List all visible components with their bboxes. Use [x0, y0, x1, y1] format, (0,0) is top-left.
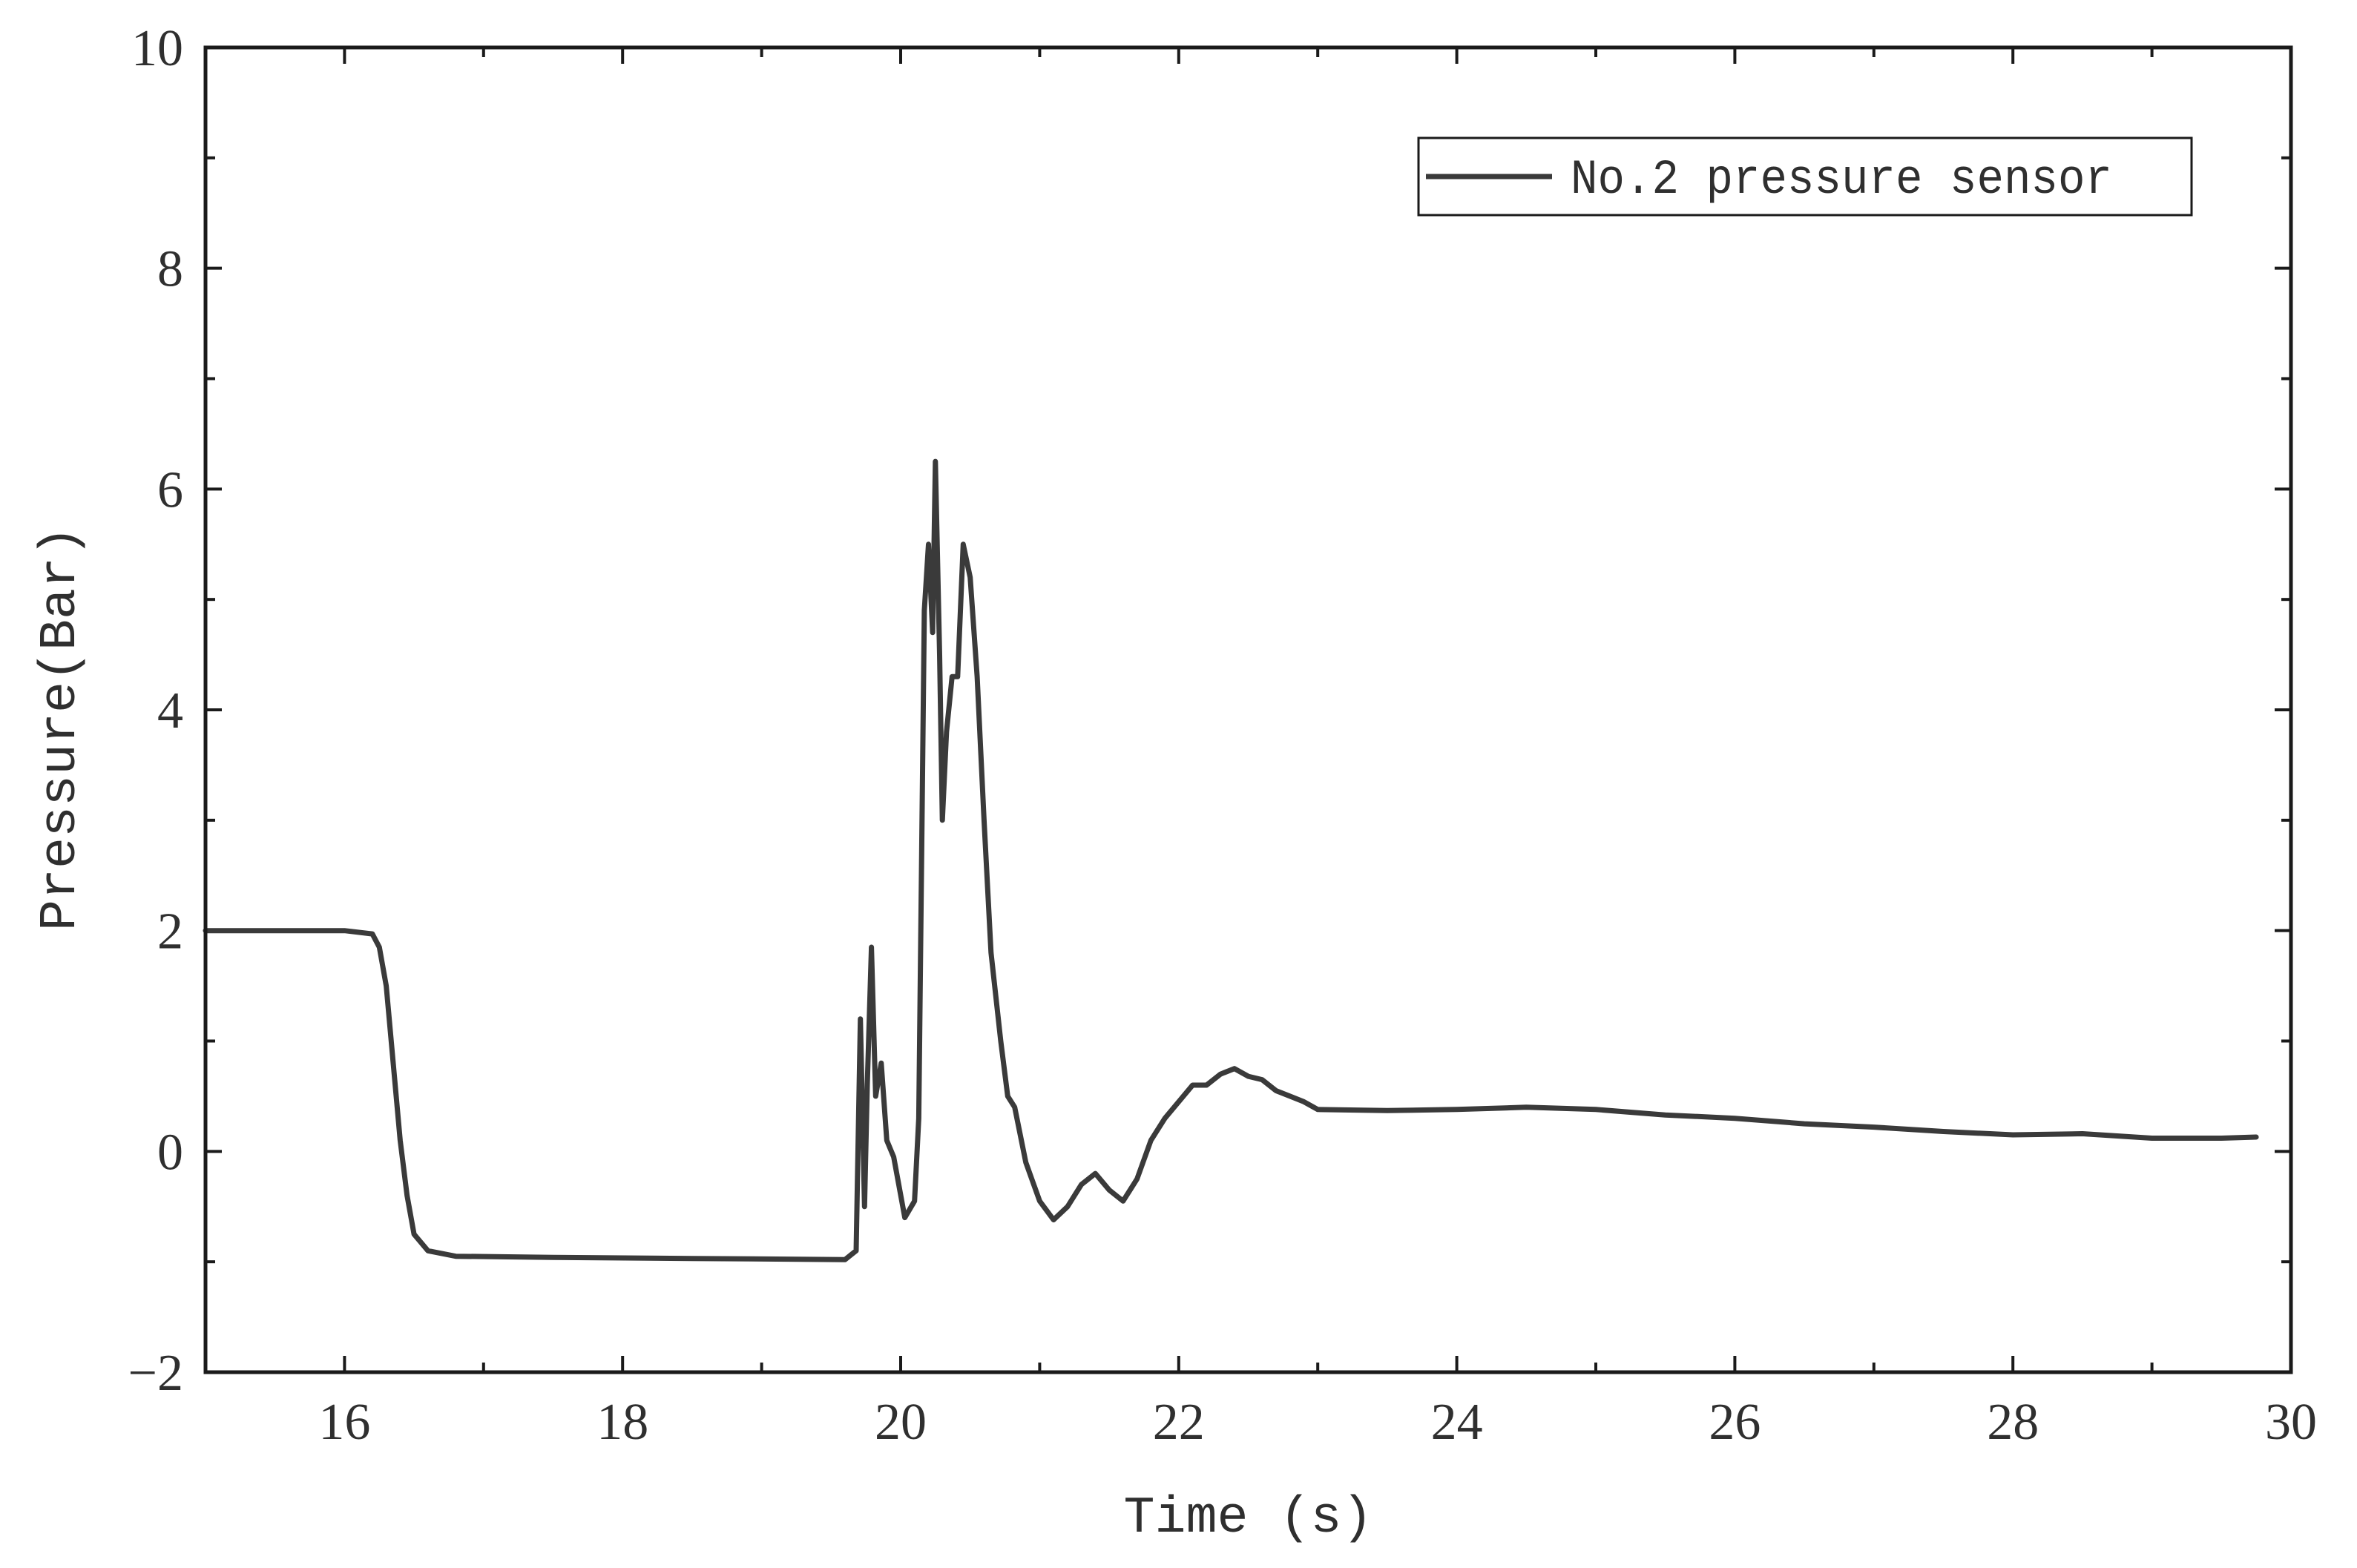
x-tick-label: 22	[1153, 1394, 1205, 1451]
y-tick-label: 0	[157, 1124, 183, 1181]
y-tick-label: 10	[131, 20, 183, 77]
legend: No.2 pressure sensor	[1417, 136, 2193, 217]
x-tick-label: 24	[1431, 1394, 1483, 1451]
x-tick-label: 18	[596, 1394, 648, 1451]
series-line-0	[203, 458, 2259, 1262]
x-tick-label: 30	[2265, 1394, 2317, 1451]
y-tick-label: 8	[157, 241, 183, 298]
series-layer	[203, 458, 2259, 1262]
x-tick-label: 28	[1987, 1394, 2039, 1451]
y-axis-title: Pressure(Bar)	[32, 526, 91, 931]
y-tick-label: −2	[128, 1345, 183, 1402]
plot-frame	[203, 45, 2293, 1374]
y-tick-label: 6	[157, 461, 183, 518]
y-tick-label: 4	[157, 682, 183, 739]
y-tick-label: 2	[157, 903, 183, 961]
x-tick-label: 26	[1709, 1394, 1761, 1451]
legend-label: No.2 pressure sensor	[1571, 152, 2112, 208]
x-axis-title: Time (s)	[1123, 1489, 1373, 1548]
x-tick-label: 20	[875, 1394, 927, 1451]
x-tick-label: 16	[318, 1394, 370, 1451]
